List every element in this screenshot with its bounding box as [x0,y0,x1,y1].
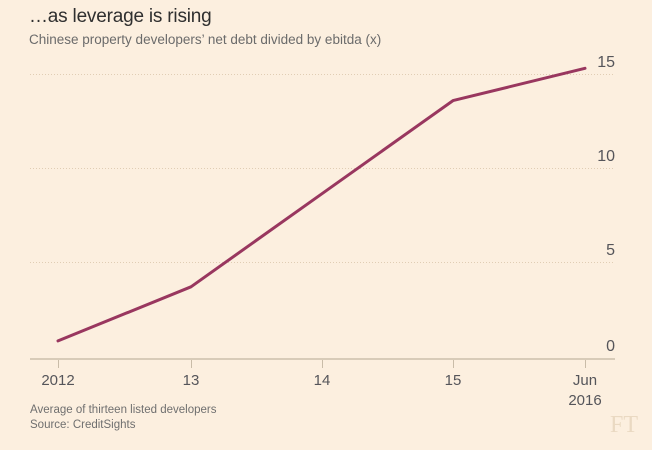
y-tick-label-10: 10 [597,148,615,165]
x-tick-15 [453,360,454,368]
gridline-10 [30,168,615,169]
chart-subtitle: Chinese property developers’ net debt di… [29,32,382,47]
ft-logo: FT [609,412,638,438]
x-axis-line [30,358,615,360]
gridline-15 [30,74,615,75]
gridline-5 [30,262,615,263]
y-tick-label-0: 0 [606,338,615,355]
x-tick-label-2012: 2012 [41,372,75,389]
x-tick-label-jun2016: Jun 2016 [568,371,601,411]
x-tick-label-14: 14 [313,372,331,389]
chart-title: …as leverage is rising [29,6,212,27]
x-tick-jun2016 [585,360,586,368]
x-tick-13 [191,360,192,368]
x-tick-label-jun2016-month: Jun [572,372,598,389]
series-line-net-debt-ebitda [56,66,587,343]
footnote-note: Average of thirteen listed developers [30,404,217,416]
x-tick-14 [322,360,323,368]
footnote-source: Source: CreditSights [30,419,136,431]
x-tick-label-15: 15 [444,372,462,389]
x-tick-label-jun2016-year: 2016 [568,392,602,409]
y-tick-label-15: 15 [597,54,615,71]
x-tick-2012 [58,360,59,368]
x-tick-label-13: 13 [182,372,200,389]
y-tick-label-5: 5 [606,242,615,259]
